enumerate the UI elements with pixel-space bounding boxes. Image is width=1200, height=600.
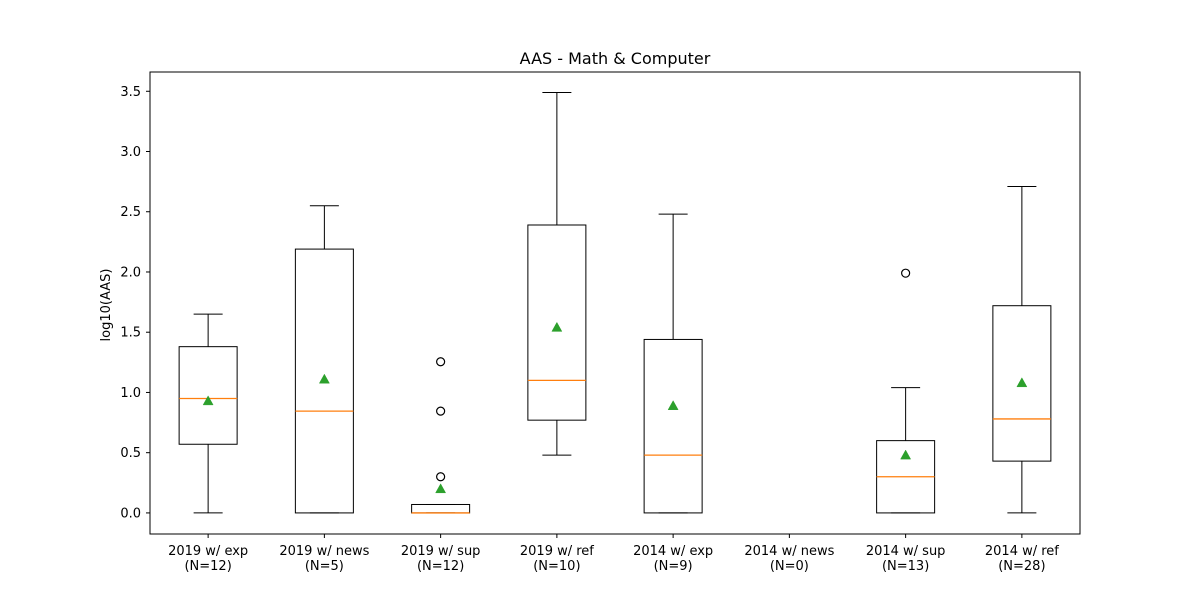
y-tick-label: 0.5 — [120, 446, 141, 461]
x-tick-label: 2019 w/ news — [279, 544, 369, 559]
chart-title: AAS - Math & Computer — [520, 49, 711, 68]
x-tick-count-label: (N=12) — [417, 559, 464, 574]
x-tick-label: 2019 w/ sup — [401, 544, 481, 559]
y-tick-label: 1.5 — [120, 326, 141, 341]
outlier-point — [901, 268, 911, 278]
mean-marker — [318, 373, 330, 384]
iqr-box — [294, 248, 354, 514]
x-tick-label: 2014 w/ ref — [985, 544, 1059, 559]
mean-marker — [900, 449, 912, 460]
x-tick-label: 2019 w/ ref — [520, 544, 594, 559]
iqr-box — [527, 224, 587, 421]
x-tick-count-label: (N=28) — [998, 559, 1045, 574]
mean-marker — [435, 483, 447, 494]
y-axis-label: log10(AAS) — [99, 269, 114, 342]
y-tick-label: 2.5 — [120, 205, 141, 220]
y-tick-label: 0.0 — [120, 506, 141, 521]
outlier-point — [436, 357, 446, 367]
x-tick-count-label: (N=5) — [305, 559, 344, 574]
outlier-point — [436, 406, 446, 416]
plot-frame — [149, 71, 1081, 535]
x-tick-count-label: (N=0) — [770, 559, 809, 574]
y-tick-label: 1.0 — [120, 386, 141, 401]
x-tick-count-label: (N=13) — [882, 559, 929, 574]
iqr-box — [643, 338, 703, 514]
iqr-box — [992, 305, 1052, 462]
mean-marker — [551, 321, 563, 332]
x-tick-label: 2014 w/ sup — [866, 544, 946, 559]
mean-marker — [667, 400, 679, 410]
mean-marker — [1016, 377, 1028, 388]
mean-marker — [202, 395, 214, 406]
y-tick-label: 3.5 — [120, 85, 141, 100]
iqr-box — [411, 503, 471, 514]
x-tick-label: 2014 w/ news — [744, 544, 834, 559]
iqr-box — [178, 346, 238, 445]
y-tick-label: 2.0 — [120, 265, 141, 280]
y-tick-label: 3.0 — [120, 145, 141, 160]
x-tick-count-label: (N=12) — [184, 559, 231, 574]
x-tick-label: 2019 w/ exp — [168, 544, 248, 559]
x-tick-count-label: (N=9) — [654, 559, 693, 574]
x-tick-label: 2014 w/ exp — [633, 544, 713, 559]
x-tick-count-label: (N=10) — [533, 559, 580, 574]
outlier-point — [436, 472, 446, 482]
